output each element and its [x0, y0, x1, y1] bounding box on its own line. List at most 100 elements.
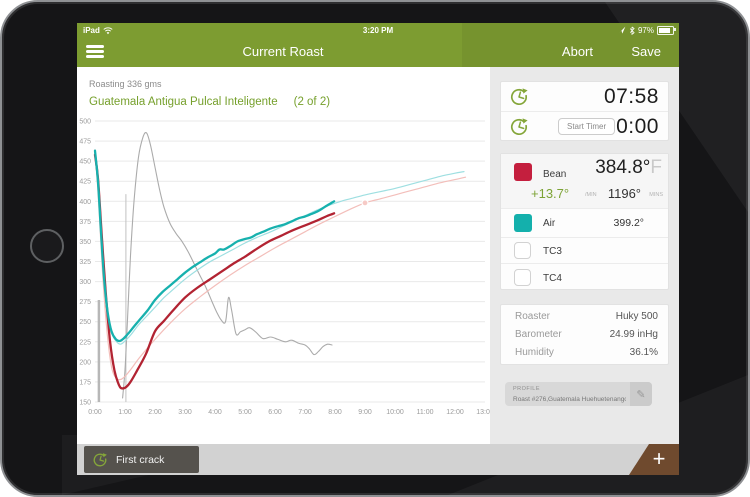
nav-bar: Current Roast Abort Save	[77, 38, 679, 67]
env-row-barometer: Barometer 24.99 inHg	[501, 325, 668, 343]
battery-percent-label: 97%	[637, 25, 654, 35]
env-value: Huky 500	[615, 311, 658, 322]
menu-icon[interactable]	[86, 45, 104, 59]
probe-label: Bean	[543, 169, 567, 180]
svg-text:8:00: 8:00	[328, 409, 342, 416]
roast-timer-row[interactable]: 07:58	[501, 82, 668, 112]
svg-text:7:00: 7:00	[298, 409, 312, 416]
svg-text:13:00: 13:00	[476, 409, 490, 416]
plus-icon: +	[652, 445, 666, 471]
profile-selector[interactable]: PROFILE Roast #276,Guatemala Huehuetenan…	[505, 382, 652, 406]
bean-total-unit: MINS	[649, 192, 663, 198]
roast-chart: 500 475 450 425 400 375 350 325 300 275 250 225 200 1…	[79, 119, 490, 417]
env-row-roaster: Roaster Huky 500	[501, 307, 668, 325]
top-bar	[77, 23, 679, 67]
temp-unit-suffix: F	[650, 157, 662, 178]
svg-text:175: 175	[79, 379, 91, 386]
svg-text:400: 400	[79, 199, 91, 206]
bottom-bar: First crack +	[77, 444, 679, 475]
secondary-timer-row[interactable]: Start Timer 00:00	[501, 112, 668, 141]
status-bar: iPad 3:20 PM 97%	[77, 23, 679, 38]
first-crack-timer-icon	[93, 451, 108, 466]
abort-button[interactable]: Abort	[561, 44, 593, 59]
bluetooth-icon	[629, 26, 635, 35]
svg-text:350: 350	[79, 239, 91, 246]
svg-text:200: 200	[79, 359, 91, 366]
bean-color-swatch[interactable]	[514, 163, 532, 181]
status-left: iPad	[83, 26, 113, 35]
add-event-button[interactable]: +	[629, 444, 679, 475]
location-icon	[618, 26, 626, 34]
svg-text:2:00: 2:00	[148, 409, 162, 416]
app-screen: iPad 3:20 PM 97%	[77, 23, 679, 475]
battery-icon	[657, 25, 676, 35]
save-button[interactable]: Save	[631, 44, 661, 59]
env-row-humidity: Humidity 36.1%	[501, 343, 668, 361]
wifi-icon	[103, 26, 113, 34]
svg-text:325: 325	[79, 259, 91, 266]
roast-timer-value: 07:58	[603, 84, 659, 108]
profile-edit-button[interactable]: ✎	[630, 382, 652, 406]
tc4-checkbox[interactable]	[514, 269, 531, 286]
svg-text:9:00: 9:00	[358, 409, 372, 416]
svg-text:1:00: 1:00	[118, 409, 132, 416]
first-crack-label: First crack	[116, 453, 165, 466]
env-value: 24.99 inHg	[609, 329, 658, 340]
svg-text:4:00: 4:00	[208, 409, 222, 416]
first-crack-button[interactable]: First crack	[84, 446, 199, 473]
svg-text:3:00: 3:00	[178, 409, 192, 416]
bean-temp-value: 384.8°F	[595, 157, 662, 178]
start-timer-button[interactable]: Start Timer	[558, 117, 616, 135]
env-value: 36.1%	[629, 347, 658, 358]
bean-name-label: Guatemala Antigua Pulcal Inteligente	[89, 96, 278, 108]
probe-row-tc4[interactable]: TC4	[501, 264, 668, 291]
svg-text:250: 250	[79, 319, 91, 326]
clock-label: 3:20 PM	[362, 26, 394, 35]
bean-total-value: 1196°	[607, 186, 641, 201]
bean-ror-unit: /MIN	[585, 192, 597, 198]
svg-text:150: 150	[79, 400, 91, 407]
air-temp-value: 399.2°	[613, 217, 644, 229]
home-button	[30, 229, 64, 263]
svg-text:450: 450	[79, 159, 91, 166]
bean-ror-value: +13.7°	[531, 186, 570, 201]
batch-label: (2 of 2)	[293, 96, 331, 108]
svg-text:500: 500	[79, 119, 91, 126]
reset-timer-icon[interactable]	[509, 87, 529, 107]
environment-card: Roaster Huky 500 Barometer 24.99 inHg Hu…	[500, 304, 669, 365]
probe-row-air[interactable]: Air 399.2°	[501, 209, 668, 238]
probes-card: Bean 384.8°F +13.7° /MIN 1196° MINS Air …	[500, 153, 669, 290]
roast-status-label: Roasting 336 gms	[89, 79, 162, 89]
probe-row-bean[interactable]: Bean 384.8°F +13.7° /MIN 1196° MINS	[501, 154, 668, 209]
carrier-label: iPad	[83, 26, 100, 35]
status-right: 97%	[618, 25, 676, 35]
side-panel: 07:58 Start Timer 00:00 Bean 384.8°F +13…	[490, 67, 679, 444]
svg-text:0:00: 0:00	[88, 409, 102, 416]
roast-bean-title: Guatemala Antigua Pulcal Inteligente (2 o…	[89, 96, 330, 108]
svg-text:300: 300	[79, 279, 91, 286]
reset-timer-icon[interactable]	[509, 117, 529, 137]
svg-text:11:00: 11:00	[417, 409, 434, 416]
svg-text:425: 425	[79, 179, 91, 186]
chart-area: 500 475 450 425 400 375 350 325 300 275 250 225 200 1…	[77, 67, 490, 444]
svg-text:225: 225	[79, 339, 91, 346]
svg-text:10:00: 10:00	[386, 409, 404, 416]
pencil-icon: ✎	[636, 387, 646, 401]
air-color-swatch[interactable]	[514, 214, 532, 232]
env-label: Roaster	[515, 311, 551, 322]
secondary-timer-value: 00:00	[603, 114, 659, 138]
probe-label: Air	[543, 218, 556, 229]
tc3-checkbox[interactable]	[514, 242, 531, 259]
timer-card: 07:58 Start Timer 00:00	[500, 81, 669, 141]
page-title: Current Roast	[242, 44, 324, 59]
profile-label: PROFILE	[513, 385, 541, 392]
probe-label: TC4	[543, 273, 562, 284]
svg-text:5:00: 5:00	[238, 409, 252, 416]
env-label: Humidity	[515, 347, 554, 358]
probe-row-tc3[interactable]: TC3	[501, 238, 668, 264]
svg-text:6:00: 6:00	[268, 409, 282, 416]
svg-text:12:00: 12:00	[446, 409, 464, 416]
svg-text:475: 475	[79, 139, 91, 146]
